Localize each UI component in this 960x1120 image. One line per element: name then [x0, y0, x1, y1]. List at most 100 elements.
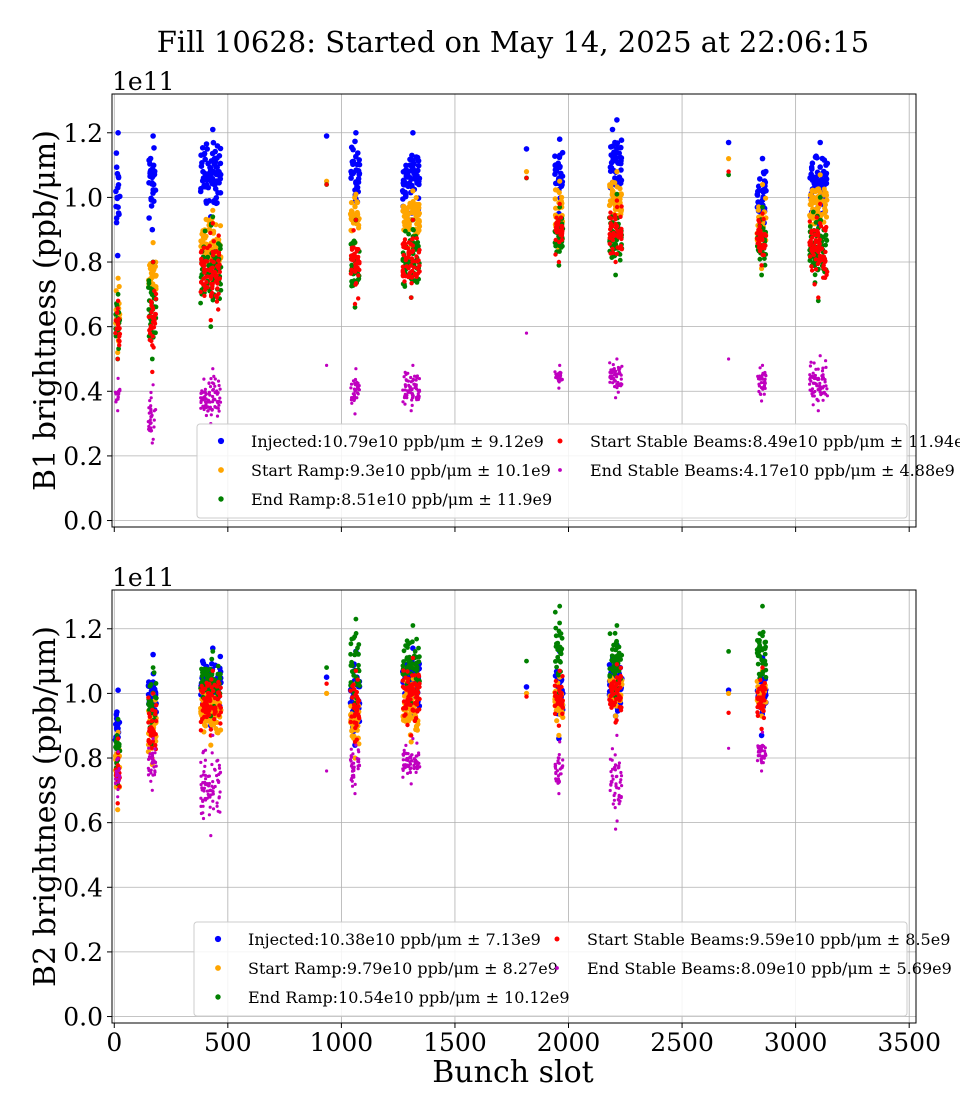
- data-point: [809, 188, 815, 194]
- data-point: [759, 155, 766, 162]
- data-point: [416, 645, 421, 651]
- data-point: [610, 774, 614, 778]
- data-point: [812, 361, 816, 365]
- data-point: [199, 160, 205, 166]
- data-point: [148, 422, 152, 426]
- axes-frame: [111, 589, 917, 1024]
- data-point: [402, 766, 407, 770]
- data-point: [415, 398, 419, 402]
- data-point: [202, 407, 206, 412]
- data-point: [352, 765, 356, 769]
- data-point: [559, 378, 563, 382]
- data-point: [150, 651, 156, 658]
- data-point: [816, 295, 821, 300]
- data-point: [353, 396, 357, 400]
- data-point: [618, 665, 623, 670]
- data-point: [811, 403, 815, 407]
- data-point: [216, 758, 220, 762]
- data-point: [356, 170, 363, 177]
- data-point: [809, 230, 814, 236]
- data-point: [762, 262, 768, 268]
- data-point: [149, 768, 153, 772]
- data-point: [409, 295, 414, 300]
- data-point: [406, 659, 411, 665]
- data-point: [613, 150, 619, 156]
- data-point: [823, 258, 828, 264]
- data-point: [205, 698, 210, 703]
- data-point: [409, 733, 414, 738]
- data-point: [207, 789, 212, 793]
- data-point: [203, 400, 208, 404]
- data-point: [608, 683, 614, 689]
- data-point: [556, 136, 563, 142]
- data-point: [148, 752, 152, 756]
- data-point: [217, 763, 221, 768]
- data-point: [400, 169, 407, 175]
- data-point: [618, 137, 625, 143]
- data-point: [213, 249, 218, 254]
- data-point: [209, 377, 213, 381]
- data-point: [215, 730, 221, 736]
- data-point: [763, 381, 767, 385]
- data-point: [727, 746, 731, 750]
- data-point: [822, 177, 828, 183]
- data-point: [199, 804, 203, 809]
- data-point: [610, 179, 616, 185]
- data-point: [355, 677, 360, 682]
- legend-marker: [217, 437, 225, 445]
- data-point: [198, 728, 204, 733]
- data-point: [146, 700, 152, 706]
- data-point: [614, 782, 618, 786]
- data-point: [555, 701, 560, 706]
- data-point: [726, 169, 731, 174]
- data-point: [557, 178, 563, 184]
- data-point: [415, 374, 419, 378]
- data-point: [199, 760, 203, 765]
- data-point: [408, 755, 413, 760]
- data-point: [414, 244, 420, 250]
- data-point: [200, 689, 206, 695]
- data-point: [413, 195, 419, 201]
- data-point: [410, 623, 416, 628]
- data-point: [214, 155, 220, 161]
- data-point: [208, 318, 213, 323]
- data-point: [214, 299, 220, 304]
- data-point: [608, 757, 613, 761]
- data-point: [757, 389, 761, 394]
- data-point: [414, 259, 419, 264]
- data-point: [614, 396, 618, 400]
- data-point: [356, 741, 362, 747]
- data-point: [211, 239, 216, 244]
- data-point: [762, 680, 767, 686]
- data-point: [557, 249, 562, 254]
- data-point: [215, 801, 219, 805]
- data-point: [201, 404, 205, 408]
- data-point: [324, 681, 329, 686]
- data-point: [609, 143, 616, 150]
- data-point: [760, 603, 765, 609]
- data-point: [348, 641, 354, 647]
- data-point: [349, 217, 355, 223]
- data-point: [763, 386, 767, 390]
- data-point: [149, 266, 155, 272]
- data-point: [149, 338, 154, 344]
- data-point: [764, 753, 768, 758]
- data-point: [409, 210, 415, 216]
- data-point: [403, 192, 409, 198]
- data-point: [823, 380, 827, 384]
- data-point: [148, 730, 154, 735]
- legend-entry: End Stable Beams:8.09e10 ppb/μm ± 5.69e9: [587, 959, 952, 978]
- data-point: [403, 162, 409, 169]
- data-point: [613, 379, 617, 383]
- data-point: [755, 696, 761, 702]
- data-point: [325, 769, 329, 773]
- data-point: [402, 237, 408, 242]
- data-point: [210, 789, 214, 793]
- data-point: [203, 797, 207, 801]
- data-point: [811, 252, 816, 258]
- data-point: [218, 287, 224, 293]
- data-point: [416, 392, 420, 396]
- data-point: [817, 384, 821, 388]
- data-point: [817, 253, 823, 259]
- data-point: [202, 283, 207, 289]
